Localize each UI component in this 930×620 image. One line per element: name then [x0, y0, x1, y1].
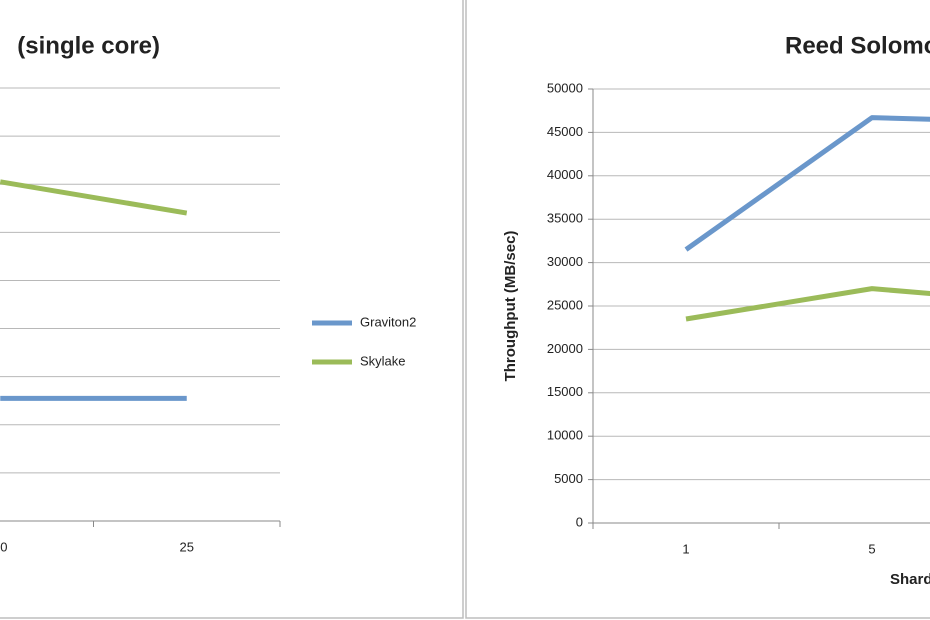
y-tick-label: 50000	[547, 80, 583, 95]
y-tick-label: 30000	[547, 254, 583, 269]
chart-title: (single core)	[17, 32, 160, 59]
series-line	[684, 115, 930, 252]
y-tick-label: 5000	[554, 471, 583, 486]
y-tick-label: 40000	[547, 167, 583, 182]
y-tick-label: 0	[576, 514, 583, 529]
x-tick-label: 20	[0, 539, 7, 554]
y-tick-label: 45000	[547, 124, 583, 139]
x-tick-label: 1	[682, 541, 689, 556]
y-tick-label: 35000	[547, 211, 583, 226]
y-tick-label: 20000	[547, 341, 583, 356]
series-line	[685, 286, 930, 322]
series-line	[0, 179, 188, 216]
chart-title: Reed Solomon	[785, 32, 930, 59]
chart-frame	[0, 0, 464, 619]
legend-label: Graviton2	[360, 314, 416, 329]
x-tick-label: 25	[180, 539, 194, 554]
y-tick-label: 15000	[547, 384, 583, 399]
y-tick-label: 10000	[547, 428, 583, 443]
y-axis-title: Throughput (MB/sec)	[502, 231, 519, 382]
chart-frame	[465, 0, 930, 619]
x-tick-label: 5	[868, 541, 875, 556]
x-axis-title: Shards	[890, 571, 930, 588]
legend-label: Skylake	[360, 353, 406, 368]
y-tick-label: 25000	[547, 297, 583, 312]
